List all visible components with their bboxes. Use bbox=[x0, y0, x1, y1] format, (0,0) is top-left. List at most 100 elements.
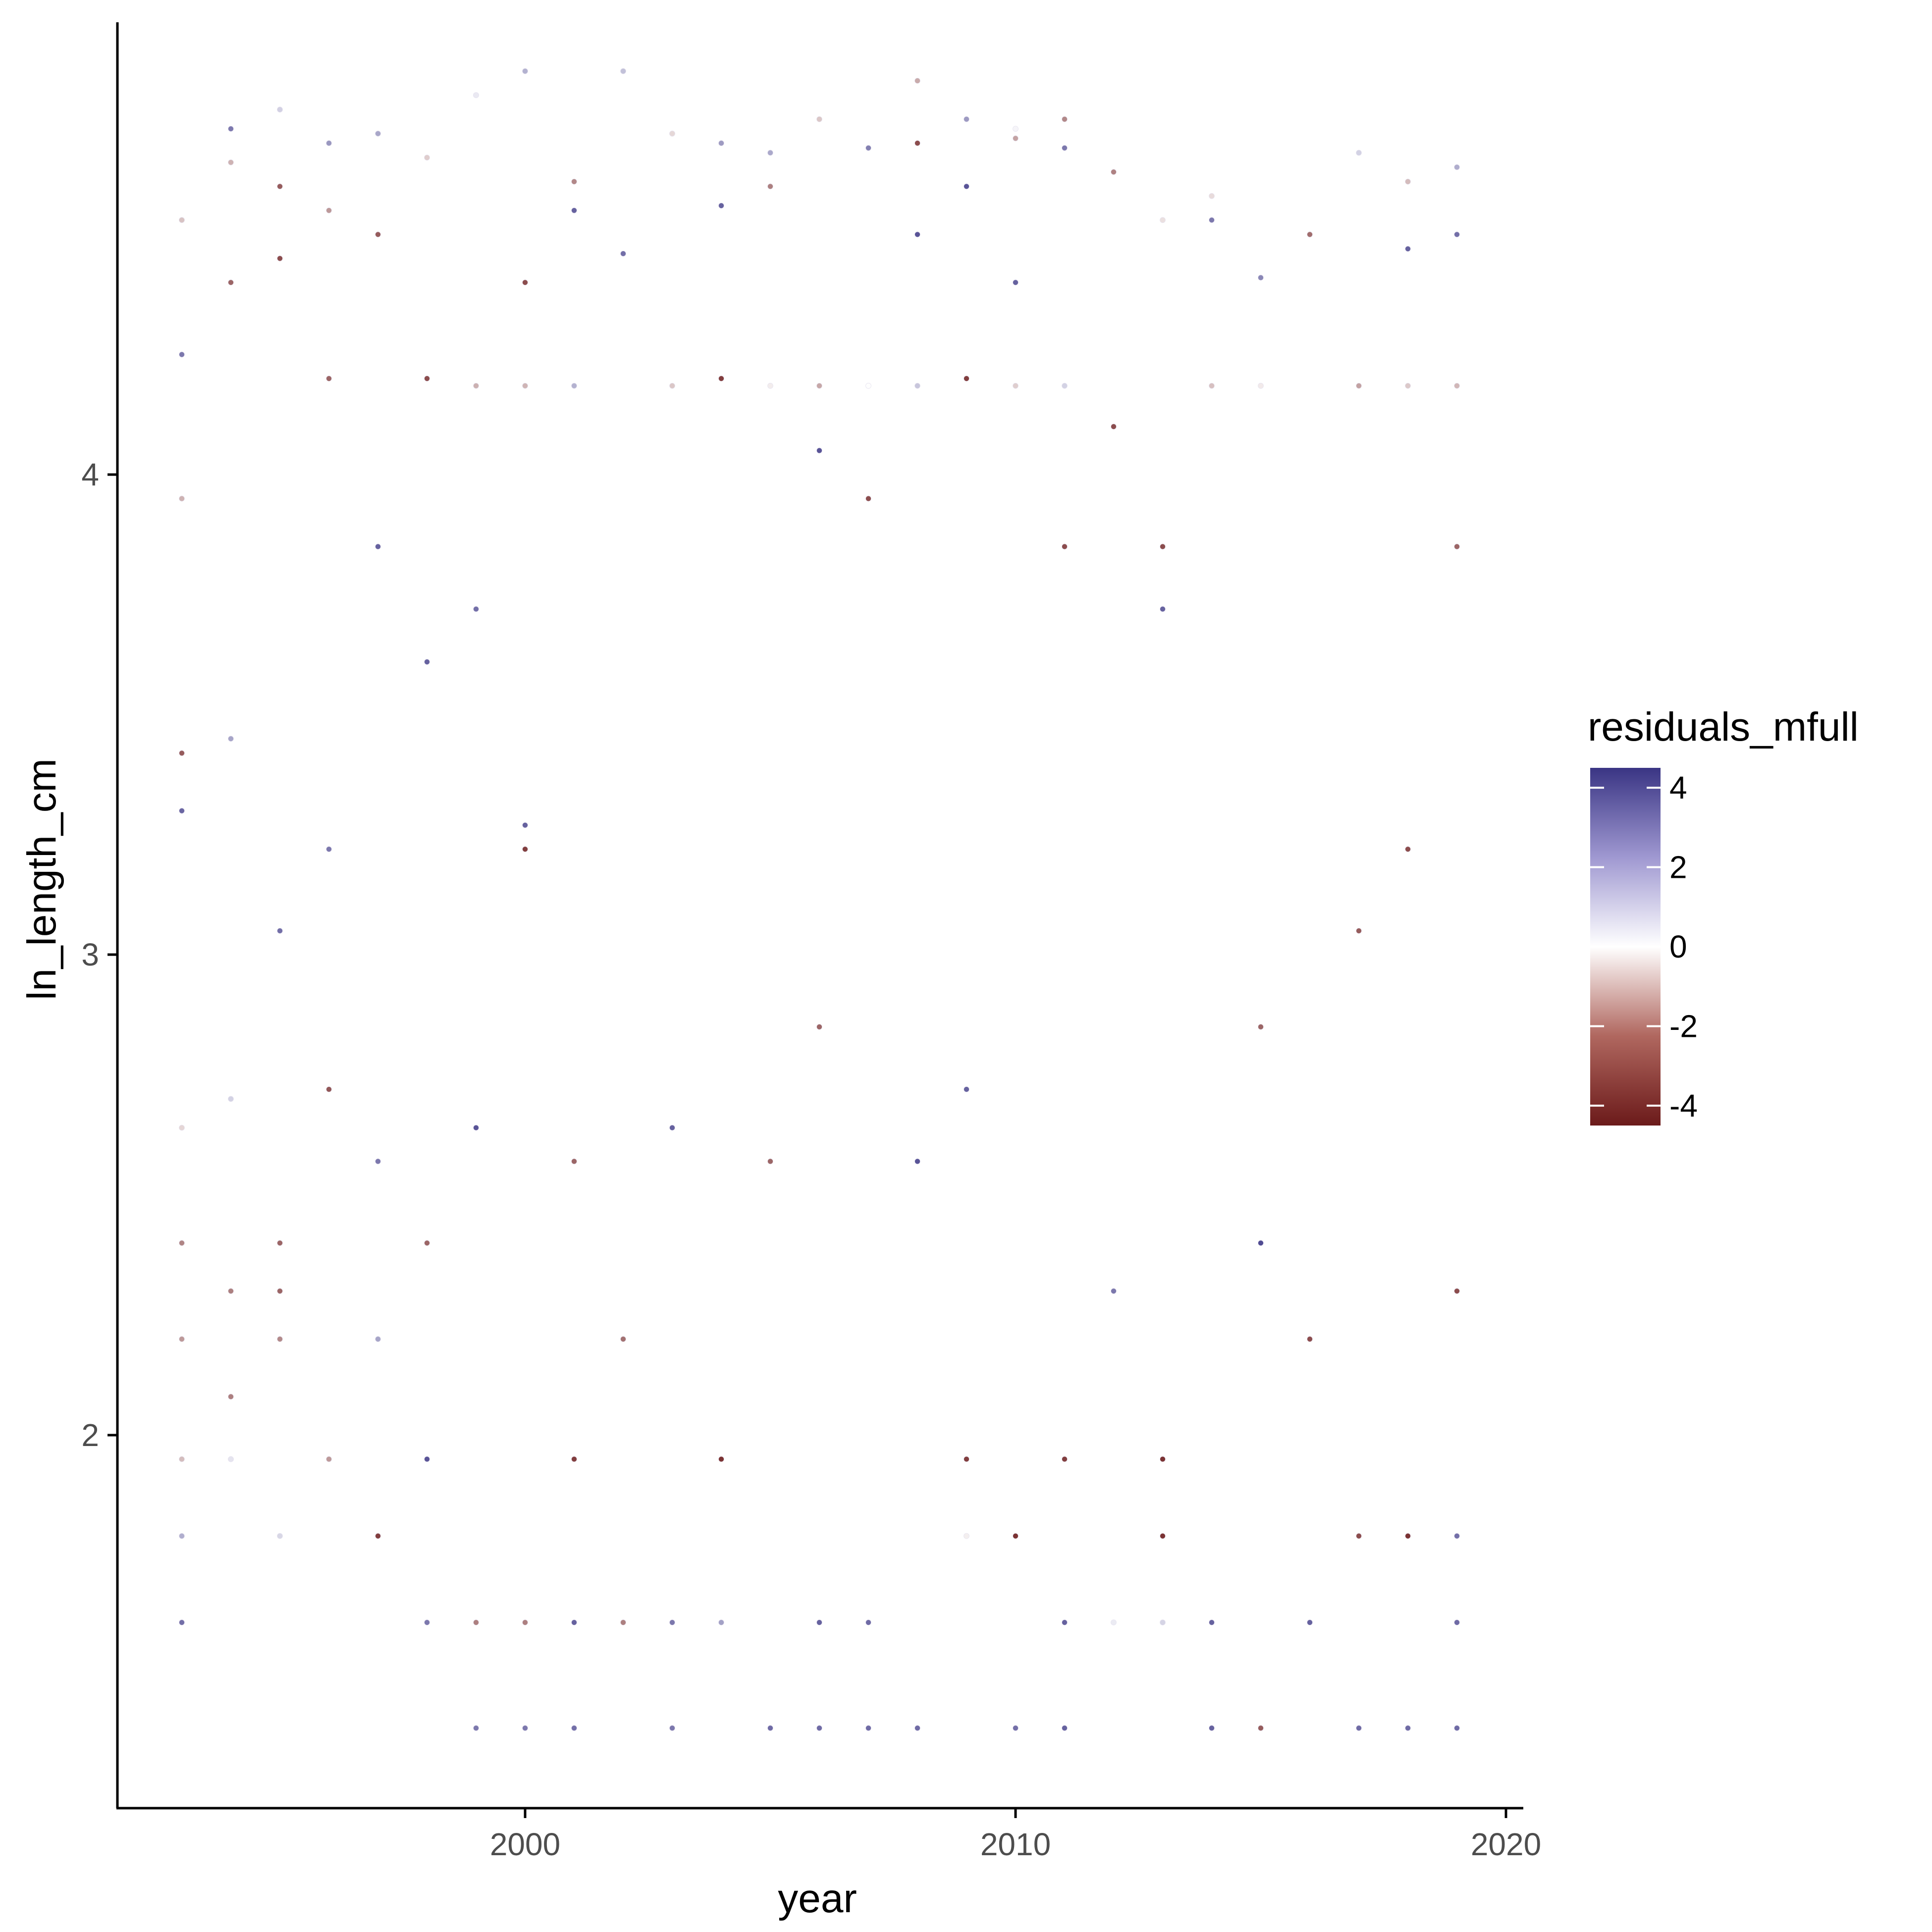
data-point bbox=[277, 1336, 283, 1342]
data-point bbox=[669, 1619, 675, 1626]
data-point bbox=[914, 140, 920, 146]
data-point bbox=[767, 1158, 773, 1165]
x-tick-label: 2020 bbox=[1471, 1826, 1541, 1862]
y-tick-label: 2 bbox=[81, 1417, 99, 1453]
data-point bbox=[571, 1158, 577, 1165]
data-point bbox=[767, 183, 773, 190]
data-point bbox=[522, 846, 528, 853]
data-point bbox=[914, 1158, 920, 1165]
data-point bbox=[1356, 1533, 1362, 1539]
data-point bbox=[1209, 193, 1215, 199]
data-point bbox=[522, 279, 528, 286]
data-point bbox=[1062, 543, 1068, 550]
x-axis-title: year bbox=[778, 1876, 857, 1921]
data-point bbox=[277, 107, 283, 113]
data-point bbox=[964, 1086, 969, 1092]
data-point bbox=[179, 1336, 185, 1342]
data-point bbox=[228, 279, 234, 286]
data-point bbox=[1160, 543, 1166, 550]
data-point bbox=[424, 1240, 430, 1246]
data-point bbox=[179, 1125, 185, 1131]
data-point bbox=[718, 1456, 724, 1462]
data-point bbox=[1062, 145, 1068, 151]
data-point bbox=[473, 1619, 479, 1626]
data-point bbox=[767, 382, 773, 389]
legend-break-label: -4 bbox=[1669, 1088, 1698, 1124]
data-point bbox=[669, 130, 675, 137]
data-point bbox=[620, 1336, 626, 1342]
y-axis-ticks: 4 3 2 bbox=[81, 457, 117, 1453]
data-point bbox=[522, 822, 528, 828]
data-point bbox=[1013, 126, 1019, 132]
data-point bbox=[1307, 231, 1313, 238]
legend-break-label: 2 bbox=[1669, 850, 1687, 885]
data-point bbox=[865, 382, 871, 389]
data-point bbox=[1160, 606, 1166, 612]
data-point bbox=[1405, 1533, 1411, 1539]
data-point bbox=[424, 659, 430, 665]
data-point bbox=[1160, 1533, 1166, 1539]
data-point bbox=[816, 1725, 822, 1731]
data-point bbox=[473, 606, 479, 612]
data-point bbox=[1356, 928, 1362, 934]
data-point bbox=[865, 145, 871, 151]
data-point bbox=[424, 376, 430, 381]
data-point bbox=[522, 382, 528, 389]
data-point bbox=[1013, 1533, 1019, 1539]
data-point bbox=[767, 1725, 773, 1731]
data-point bbox=[424, 155, 430, 161]
data-point bbox=[1111, 424, 1117, 429]
data-point bbox=[522, 1619, 528, 1626]
data-point bbox=[1013, 382, 1019, 389]
data-point bbox=[424, 1619, 430, 1626]
data-point bbox=[669, 382, 675, 389]
data-point bbox=[375, 1533, 381, 1539]
data-point bbox=[718, 203, 724, 209]
data-point bbox=[1160, 1619, 1166, 1626]
data-point bbox=[964, 376, 969, 381]
data-point bbox=[620, 68, 626, 74]
data-point bbox=[718, 1619, 724, 1626]
data-point bbox=[522, 1725, 528, 1731]
data-point bbox=[326, 846, 332, 853]
data-point bbox=[1356, 150, 1362, 156]
data-point bbox=[228, 159, 234, 165]
data-point bbox=[179, 1240, 185, 1246]
data-points bbox=[179, 68, 1460, 1731]
data-point bbox=[1258, 382, 1264, 389]
data-point bbox=[816, 1619, 822, 1626]
data-point bbox=[964, 183, 969, 190]
data-point bbox=[718, 140, 724, 146]
data-point bbox=[522, 68, 528, 74]
data-point bbox=[179, 1456, 185, 1462]
data-point bbox=[1356, 382, 1362, 389]
data-point bbox=[914, 231, 920, 238]
data-point bbox=[1454, 543, 1460, 550]
data-point bbox=[179, 1533, 185, 1539]
data-point bbox=[228, 1394, 234, 1400]
data-point bbox=[1013, 1725, 1019, 1731]
data-point bbox=[1209, 217, 1215, 223]
data-point bbox=[179, 750, 185, 756]
x-axis-ticks: 2000 2010 2020 bbox=[490, 1808, 1541, 1862]
data-point bbox=[424, 1456, 430, 1462]
data-point bbox=[1258, 1240, 1264, 1246]
data-point bbox=[1405, 846, 1411, 853]
data-point bbox=[1454, 1725, 1460, 1731]
data-point bbox=[571, 382, 577, 389]
data-point bbox=[1307, 1619, 1313, 1626]
data-point bbox=[571, 1456, 577, 1462]
data-point bbox=[964, 1533, 969, 1539]
data-point bbox=[1405, 382, 1411, 389]
data-point bbox=[326, 140, 332, 146]
data-point bbox=[277, 928, 283, 934]
data-point bbox=[1062, 1619, 1068, 1626]
data-point bbox=[326, 1456, 332, 1462]
data-point bbox=[326, 1086, 332, 1092]
data-point bbox=[767, 150, 773, 156]
data-point bbox=[1111, 169, 1117, 175]
data-point bbox=[669, 1125, 675, 1131]
data-point bbox=[816, 1023, 822, 1030]
data-point bbox=[179, 1619, 185, 1626]
data-point bbox=[571, 1619, 577, 1626]
